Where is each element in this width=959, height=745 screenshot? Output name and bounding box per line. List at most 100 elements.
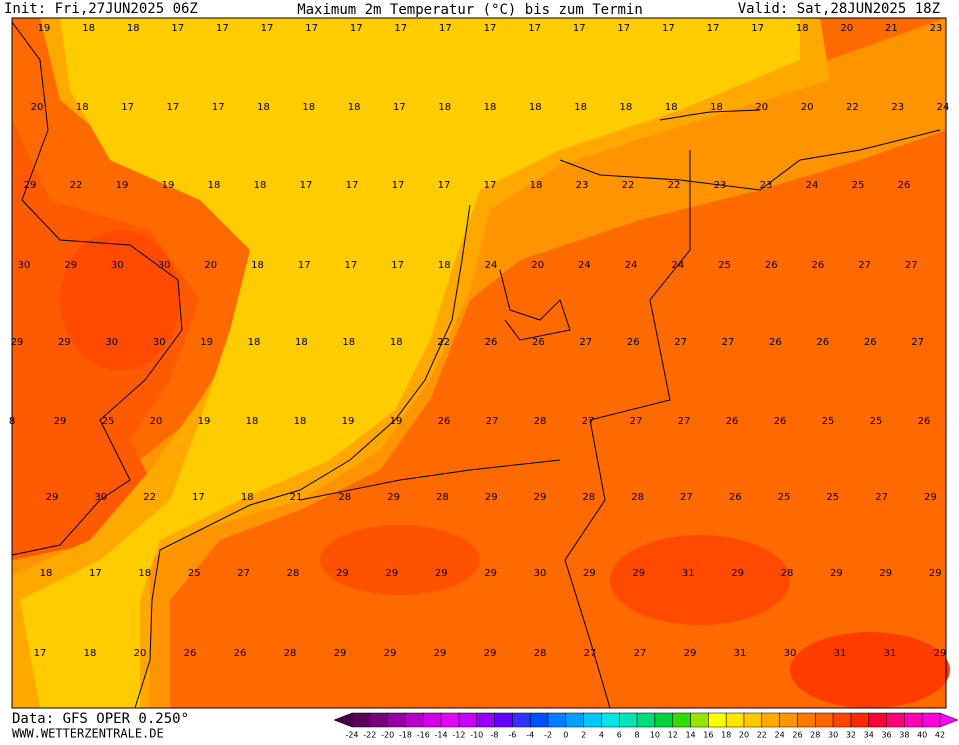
temperature-label: 18: [796, 23, 809, 34]
colorbar-box: [494, 712, 513, 728]
temperature-label: 30: [18, 260, 31, 271]
temperature-label: 17: [484, 23, 497, 34]
temperature-label: 17: [345, 260, 358, 271]
temperature-label: 28: [436, 492, 449, 503]
data-source: Data: GFS OPER 0.250°: [12, 711, 189, 727]
temperature-label: 18: [574, 102, 587, 113]
temperature-label: 29: [583, 568, 596, 579]
temperature-label: 29: [336, 568, 349, 579]
temperature-label: 17: [617, 23, 630, 34]
colorbar-box: [868, 712, 887, 728]
colorbar-label: -8: [491, 731, 499, 740]
temperature-label: 17: [393, 102, 406, 113]
temperature-label: 28: [582, 492, 595, 503]
colorbar-label: 38: [899, 731, 909, 740]
temperature-label: 18: [76, 102, 89, 113]
temperature-label: 24: [485, 260, 498, 271]
temperature-label: 17: [707, 23, 720, 34]
colorbar-label: 36: [881, 731, 891, 740]
colorbar-label: -6: [508, 731, 516, 740]
colorbar-label: 30: [828, 731, 838, 740]
colorbar-label: -12: [452, 731, 465, 740]
colorbar-label: 6: [617, 731, 622, 740]
temperature-label: 29: [929, 568, 942, 579]
colorbar-label: 32: [846, 731, 856, 740]
temperature-label: 29: [879, 568, 892, 579]
colorbar-box: [636, 712, 656, 728]
temperature-label: 20: [801, 102, 814, 113]
colorbar-label: 14: [685, 731, 695, 740]
temperature-label: 26: [726, 416, 739, 427]
colorbar-box: [583, 712, 602, 728]
temperature-label: 18: [84, 648, 97, 659]
temperature-label: 17: [438, 180, 451, 191]
hot-spot: [610, 535, 790, 625]
colorbar-box: [832, 712, 852, 728]
temperature-label: 18: [257, 102, 270, 113]
colorbar-label: 20: [739, 731, 749, 740]
temperature-label: 30: [153, 337, 166, 348]
temperature-label: 17: [350, 23, 363, 34]
temperature-label: 27: [486, 416, 499, 427]
temperature-label: 20: [755, 102, 768, 113]
temperature-label: 17: [484, 180, 497, 191]
valid-time: Valid: Sat,28JUN2025 18Z: [738, 1, 940, 17]
temperature-label: 29: [46, 492, 59, 503]
temperature-label: 18: [40, 568, 53, 579]
temperature-label: 22: [846, 102, 859, 113]
colorbar-label: -2: [544, 731, 552, 740]
temperature-label: 20: [204, 260, 217, 271]
temperature-label: 19: [116, 180, 129, 191]
temperature-label: 17: [439, 23, 452, 34]
temperature-label: 18: [348, 102, 361, 113]
temperature-label: 18: [529, 102, 542, 113]
temperature-label: 22: [668, 180, 681, 191]
colorbar-box: [529, 712, 549, 728]
temperature-label: 17: [305, 23, 318, 34]
temperature-label: 17: [216, 23, 229, 34]
temperature-label: 31: [682, 568, 695, 579]
temperature-label: 25: [826, 492, 839, 503]
temperature-label: 26: [918, 416, 931, 427]
temperature-label: 27: [722, 337, 735, 348]
colorbar-label: 22: [757, 731, 767, 740]
temperature-label: 18: [342, 337, 355, 348]
temperature-label: 18: [208, 180, 221, 191]
temperature-label: 29: [435, 568, 448, 579]
temperature-label: 27: [634, 648, 647, 659]
colorbar-box: [405, 712, 424, 728]
colorbar-box: [779, 712, 798, 728]
colorbar-box: [672, 712, 691, 728]
temperature-label: 17: [394, 23, 407, 34]
colorbar-box: [423, 712, 442, 728]
colorbar-label: -4: [526, 731, 534, 740]
temperature-label: 26: [485, 337, 498, 348]
temperature-label: 18: [710, 102, 723, 113]
sea-cool: [20, 18, 800, 708]
temperature-label: 29: [924, 492, 937, 503]
temperature-label: 29: [385, 568, 398, 579]
temperature-label: 18: [294, 416, 307, 427]
temperature-label: 24: [671, 260, 684, 271]
temperature-label: 18: [246, 416, 259, 427]
colorbar-label: 8: [635, 731, 640, 740]
colorbar-label: -22: [363, 731, 376, 740]
colorbar-label: 0: [563, 731, 568, 740]
temperature-label: 29: [384, 648, 397, 659]
temperature-label: 28: [338, 492, 351, 503]
temperature-label: 29: [934, 648, 947, 659]
temperature-label: 17: [662, 23, 675, 34]
temperature-label: 18: [665, 102, 678, 113]
temperature-label: 30: [105, 337, 118, 348]
temperature-label: 28: [781, 568, 794, 579]
coastlines: [11, 21, 941, 709]
colorbar-box: [708, 712, 727, 728]
temperature-label: 17: [751, 23, 764, 34]
temperature-label: 26: [729, 492, 742, 503]
colorbar-box: [815, 712, 834, 728]
temperature-label: 18: [295, 337, 308, 348]
map-frame: [11, 17, 947, 709]
temperature-label: 17: [261, 23, 274, 34]
colorbar-box: [440, 712, 460, 728]
